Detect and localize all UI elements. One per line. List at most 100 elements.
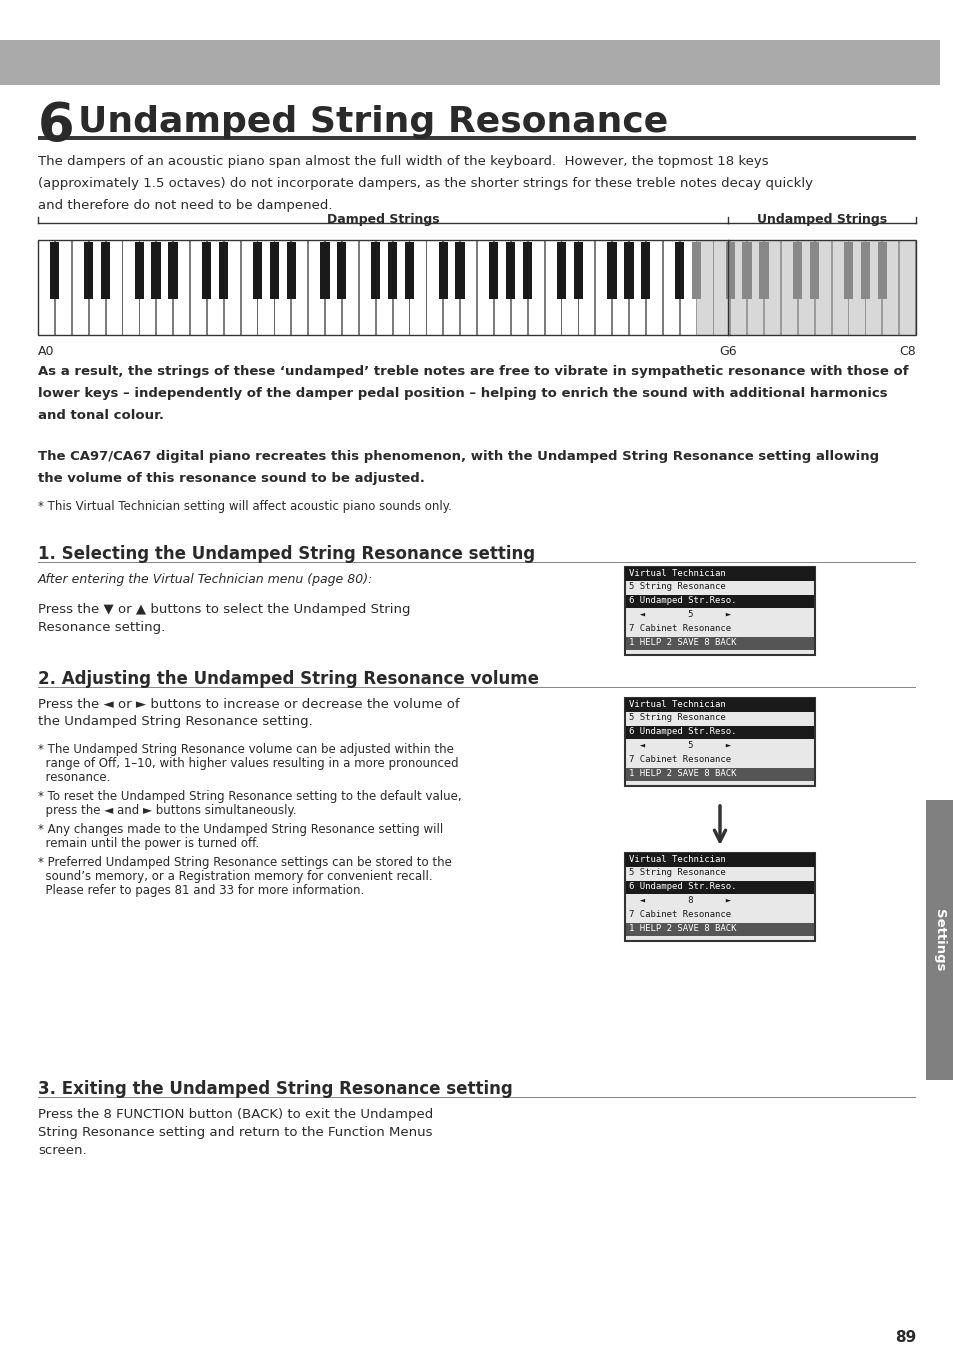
Bar (809, 242, 819, 298)
Bar (38, 136, 915, 140)
Text: 1 HELP 2 SAVE 8 BACK: 1 HELP 2 SAVE 8 BACK (628, 769, 736, 778)
Bar (696, 240, 712, 335)
Bar (624, 853, 814, 867)
Bar (202, 242, 212, 298)
Bar (71, 240, 88, 335)
Bar (544, 240, 560, 335)
Bar (557, 242, 565, 298)
Bar (624, 567, 814, 655)
Text: 5 String Resonance: 5 String Resonance (628, 713, 725, 722)
Bar (864, 240, 881, 335)
Bar (691, 242, 700, 298)
Bar (625, 768, 813, 782)
Text: After entering the Virtual Technician menu (page 80):: After entering the Virtual Technician me… (38, 572, 373, 586)
Bar (358, 240, 375, 335)
Text: press the ◄ and ► buttons simultaneously.: press the ◄ and ► buttons simultaneously… (38, 805, 296, 817)
Bar (628, 240, 644, 335)
Bar (882, 240, 898, 335)
Bar (882, 240, 898, 335)
Bar (595, 240, 611, 335)
Text: Settings: Settings (933, 909, 945, 971)
Text: Press the 8 FUNCTION button (BACK) to exit the Undamped: Press the 8 FUNCTION button (BACK) to ex… (38, 1108, 433, 1120)
Bar (792, 242, 801, 298)
Text: 6 Undamped Str.Reso.: 6 Undamped Str.Reso. (628, 882, 736, 891)
Bar (860, 242, 869, 298)
Bar (522, 242, 532, 298)
Bar (573, 242, 582, 298)
Bar (674, 242, 683, 298)
Bar (139, 240, 155, 335)
Text: lower keys – independently of the damper pedal position – helping to enrich the : lower keys – independently of the damper… (38, 387, 886, 400)
Text: (approximately 1.5 octaves) do not incorporate dampers, as the shorter strings f: (approximately 1.5 octaves) do not incor… (38, 177, 812, 190)
Bar (662, 240, 679, 335)
Bar (134, 242, 144, 298)
Text: resonance.: resonance. (38, 771, 111, 784)
Bar (713, 240, 729, 335)
Bar (489, 242, 497, 298)
Bar (494, 240, 510, 335)
Bar (898, 240, 914, 335)
Bar (763, 240, 780, 335)
Bar (455, 242, 464, 298)
Bar (172, 240, 189, 335)
Bar (190, 240, 206, 335)
Bar (797, 240, 813, 335)
Text: 1 HELP 2 SAVE 8 BACK: 1 HELP 2 SAVE 8 BACK (628, 923, 736, 933)
Text: * Any changes made to the Undamped String Resonance setting will: * Any changes made to the Undamped Strin… (38, 824, 443, 836)
Bar (746, 240, 762, 335)
Bar (831, 240, 847, 335)
Text: The CA97/CA67 digital piano recreates this phenomenon, with the Undamped String : The CA97/CA67 digital piano recreates th… (38, 450, 879, 463)
Text: * This Virtual Technician setting will affect acoustic piano sounds only.: * This Virtual Technician setting will a… (38, 500, 452, 513)
Bar (438, 242, 447, 298)
Bar (741, 242, 751, 298)
Text: * To reset the Undamped String Resonance setting to the default value,: * To reset the Undamped String Resonance… (38, 790, 461, 803)
Text: Virtual Technician: Virtual Technician (628, 855, 725, 864)
Bar (371, 242, 380, 298)
Text: remain until the power is turned off.: remain until the power is turned off. (38, 837, 259, 850)
Bar (625, 882, 813, 894)
Bar (729, 240, 745, 335)
Bar (696, 240, 712, 335)
Bar (847, 240, 863, 335)
Bar (625, 637, 813, 649)
Text: Resonance setting.: Resonance setting. (38, 621, 165, 634)
Text: Virtual Technician: Virtual Technician (628, 568, 725, 578)
Bar (640, 242, 650, 298)
Bar (253, 242, 262, 298)
Bar (814, 240, 830, 335)
Bar (55, 240, 71, 335)
Bar (842, 242, 852, 298)
Bar (645, 240, 661, 335)
Bar (224, 240, 239, 335)
Bar (877, 242, 886, 298)
Bar (38, 562, 915, 563)
Bar (257, 240, 274, 335)
Text: 3. Exiting the Undamped String Resonance setting: 3. Exiting the Undamped String Resonance… (38, 1080, 512, 1098)
Text: As a result, the strings of these ‘undamped’ treble notes are free to vibrate in: As a result, the strings of these ‘undam… (38, 364, 907, 378)
Bar (409, 240, 425, 335)
Bar (763, 240, 780, 335)
Bar (106, 240, 121, 335)
Text: the Undamped String Resonance setting.: the Undamped String Resonance setting. (38, 716, 313, 728)
Bar (274, 240, 290, 335)
Text: Undamped Strings: Undamped Strings (756, 213, 886, 225)
Text: 6 Undamped Str.Reso.: 6 Undamped Str.Reso. (628, 595, 736, 605)
Bar (624, 853, 814, 941)
Bar (898, 240, 914, 335)
Bar (625, 923, 813, 936)
Bar (781, 240, 796, 335)
Bar (625, 595, 813, 608)
Bar (286, 242, 295, 298)
Bar (713, 240, 729, 335)
Bar (612, 240, 627, 335)
Bar (624, 567, 814, 580)
Bar (89, 240, 105, 335)
Bar (505, 242, 515, 298)
Bar (38, 240, 54, 335)
Text: * Preferred Undamped String Resonance settings can be stored to the: * Preferred Undamped String Resonance se… (38, 856, 452, 869)
Text: 7 Cabinet Resonance: 7 Cabinet Resonance (628, 910, 730, 919)
Bar (325, 240, 341, 335)
Text: sound’s memory, or a Registration memory for convenient recall.: sound’s memory, or a Registration memory… (38, 869, 432, 883)
Bar (101, 242, 110, 298)
Bar (814, 240, 830, 335)
